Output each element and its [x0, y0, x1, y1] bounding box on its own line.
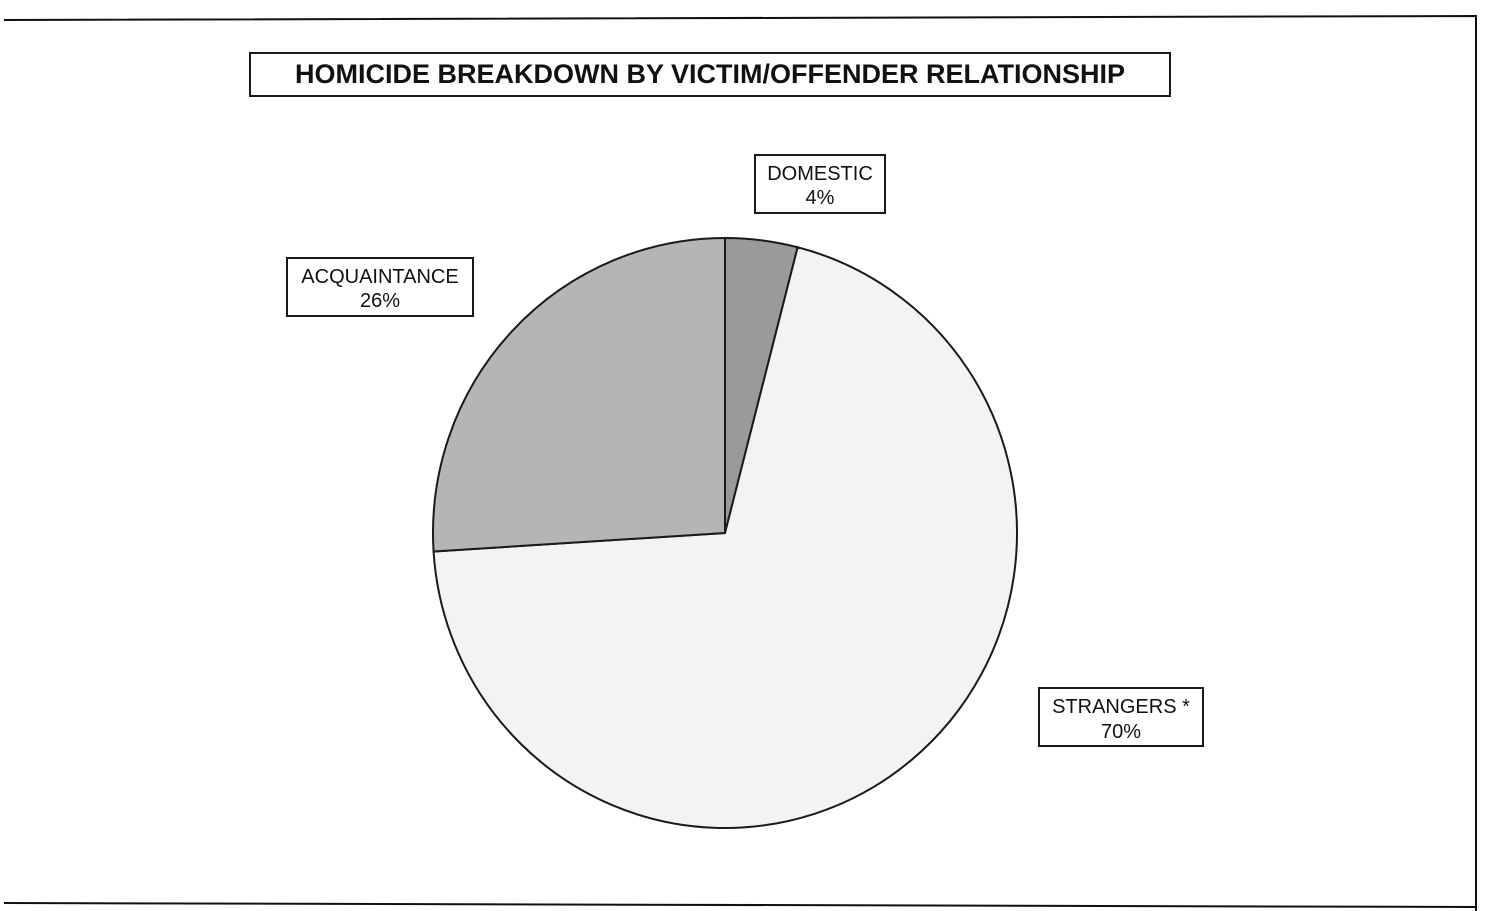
slice-label-domestic-value: 4% — [806, 187, 835, 209]
pie-slice-strangers — [432, 246, 1018, 829]
chart-title-text: HOMICIDE BREAKDOWN BY VICTIM/OFFENDER RE… — [295, 59, 1125, 89]
slice-label-acquaintance-name: ACQUAINTANCE — [301, 266, 458, 288]
pie-slice-acquaintance — [432, 236, 726, 553]
slice-label-acquaintance: ACQUAINTANCE 26% — [286, 257, 474, 317]
chart-frame-border — [3, 14, 1477, 911]
chart-frame-bottom — [3, 902, 1477, 908]
slice-label-domestic-name: DOMESTIC — [767, 163, 873, 185]
chart-title: HOMICIDE BREAKDOWN BY VICTIM/OFFENDER RE… — [249, 52, 1171, 97]
slice-label-strangers: STRANGERS * 70% — [1038, 687, 1204, 747]
slice-label-strangers-value: 70% — [1101, 721, 1141, 743]
slice-label-domestic: DOMESTIC 4% — [754, 154, 886, 214]
slice-label-strangers-name: STRANGERS * — [1052, 696, 1190, 718]
slice-label-acquaintance-value: 26% — [360, 290, 400, 312]
pie-slices — [432, 236, 1018, 829]
